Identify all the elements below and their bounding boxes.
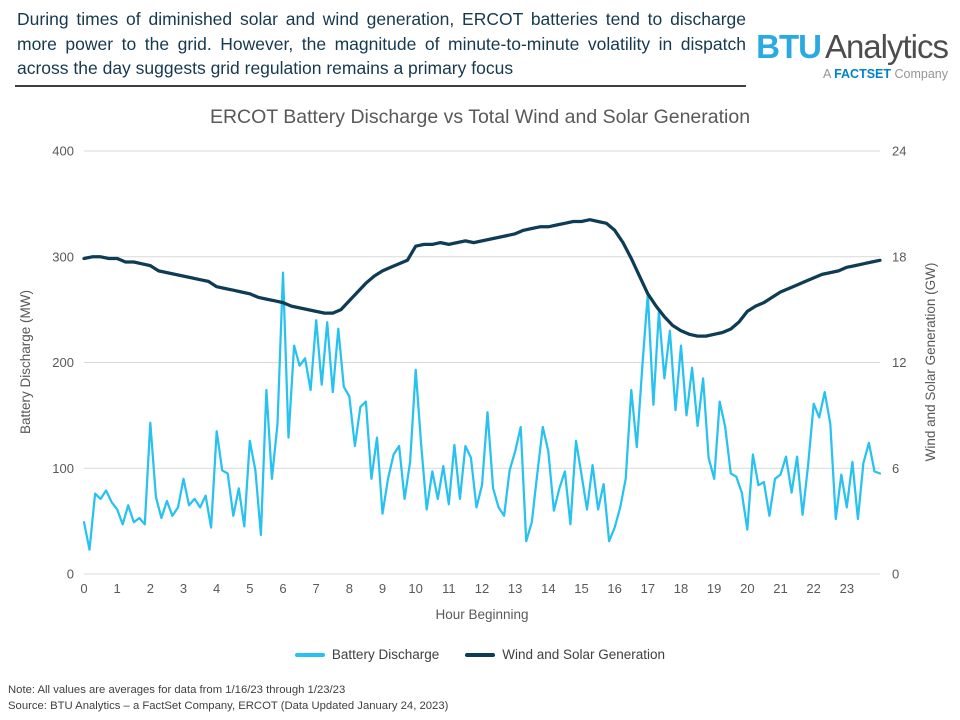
header-tagline: During times of diminished solar and win… (17, 9, 746, 78)
y-right-tick-label: 24 (892, 144, 906, 159)
x-tick-label: 16 (607, 581, 621, 596)
x-tick-label: 3 (180, 581, 187, 596)
y-right-tick-label: 18 (892, 249, 906, 264)
legend-item-battery-discharge: Battery Discharge (294, 647, 440, 662)
y-left-tick-label: 300 (52, 249, 74, 264)
brand-logo-wordmark: BTU Analytics (756, 28, 949, 65)
y-axis-left-title: Battery Discharge (MW) (18, 290, 33, 434)
x-tick-label: 5 (246, 581, 253, 596)
brand-logo-analytics: Analytics (824, 28, 949, 65)
y-left-tick-label: 100 (52, 461, 74, 476)
x-axis-title: Hour Beginning (435, 607, 528, 622)
legend-label-battery-discharge: Battery Discharge (331, 647, 440, 662)
x-tick-label: 0 (80, 581, 87, 596)
x-tick-label: 18 (674, 581, 688, 596)
brand-logo-sub-prefix: A (822, 67, 835, 81)
brand-logo-subline: A FACTSET Company (756, 68, 948, 81)
x-tick-label: 23 (840, 581, 854, 596)
x-tick-label: 14 (541, 581, 555, 596)
y-left-tick-label: 400 (52, 144, 74, 159)
x-tick-label: 15 (574, 581, 588, 596)
legend-swatch-wind-solar (465, 652, 496, 657)
y-right-tick-label: 0 (892, 567, 899, 582)
brand-logo-sub-suffix: Company (891, 67, 948, 81)
x-tick-label: 13 (508, 581, 522, 596)
x-tick-label: 1 (114, 581, 121, 596)
brand-logo-btu: BTU (756, 28, 822, 65)
x-tick-label: 9 (379, 581, 386, 596)
footnote-note: Note: All values are averages for data f… (8, 684, 346, 696)
gridlines (84, 150, 880, 575)
y-left-tick-label: 200 (52, 355, 74, 370)
x-tick-label: 12 (475, 581, 489, 596)
x-tick-label: 19 (707, 581, 721, 596)
chart-title: ERCOT Battery Discharge vs Total Wind an… (209, 106, 751, 128)
series-lines (82, 218, 882, 551)
x-tick-label: 17 (641, 581, 655, 596)
x-tick-label: 8 (346, 581, 353, 596)
y-axis-right-title: Wind and Solar Generation (GW) (923, 263, 938, 462)
x-tick-label: 20 (740, 581, 754, 596)
footnote-source: Source: BTU Analytics – a FactSet Compan… (8, 699, 449, 712)
y-right-tick-label: 6 (892, 461, 899, 476)
legend-item-wind-solar: Wind and Solar Generation (465, 647, 665, 662)
header-divider (15, 85, 746, 87)
x-tick-label: 21 (773, 581, 787, 596)
chart-footnotes: Note: All values are averages for data f… (8, 683, 448, 714)
y-right-tick-label: 12 (892, 355, 906, 370)
brand-logo: BTU Analytics A FACTSET Company (756, 28, 949, 81)
brand-logo-factset: FACTSET (834, 67, 892, 81)
wind-solar-line (82, 218, 882, 338)
chart-legend: Battery Discharge Wind and Solar Generat… (0, 647, 960, 662)
y-left-tick-label: 0 (67, 567, 74, 582)
x-tick-label: 10 (408, 581, 422, 596)
legend-swatch-battery-discharge (294, 652, 325, 657)
legend-label-wind-solar: Wind and Solar Generation (502, 647, 666, 662)
x-tick-label: 7 (313, 581, 320, 596)
x-tick-label: 11 (442, 581, 456, 596)
x-tick-label: 2 (147, 581, 154, 596)
x-tick-label: 22 (806, 581, 820, 596)
x-tick-label: 6 (279, 581, 286, 596)
x-tick-label: 4 (213, 581, 220, 596)
battery-discharge-line (82, 271, 882, 551)
